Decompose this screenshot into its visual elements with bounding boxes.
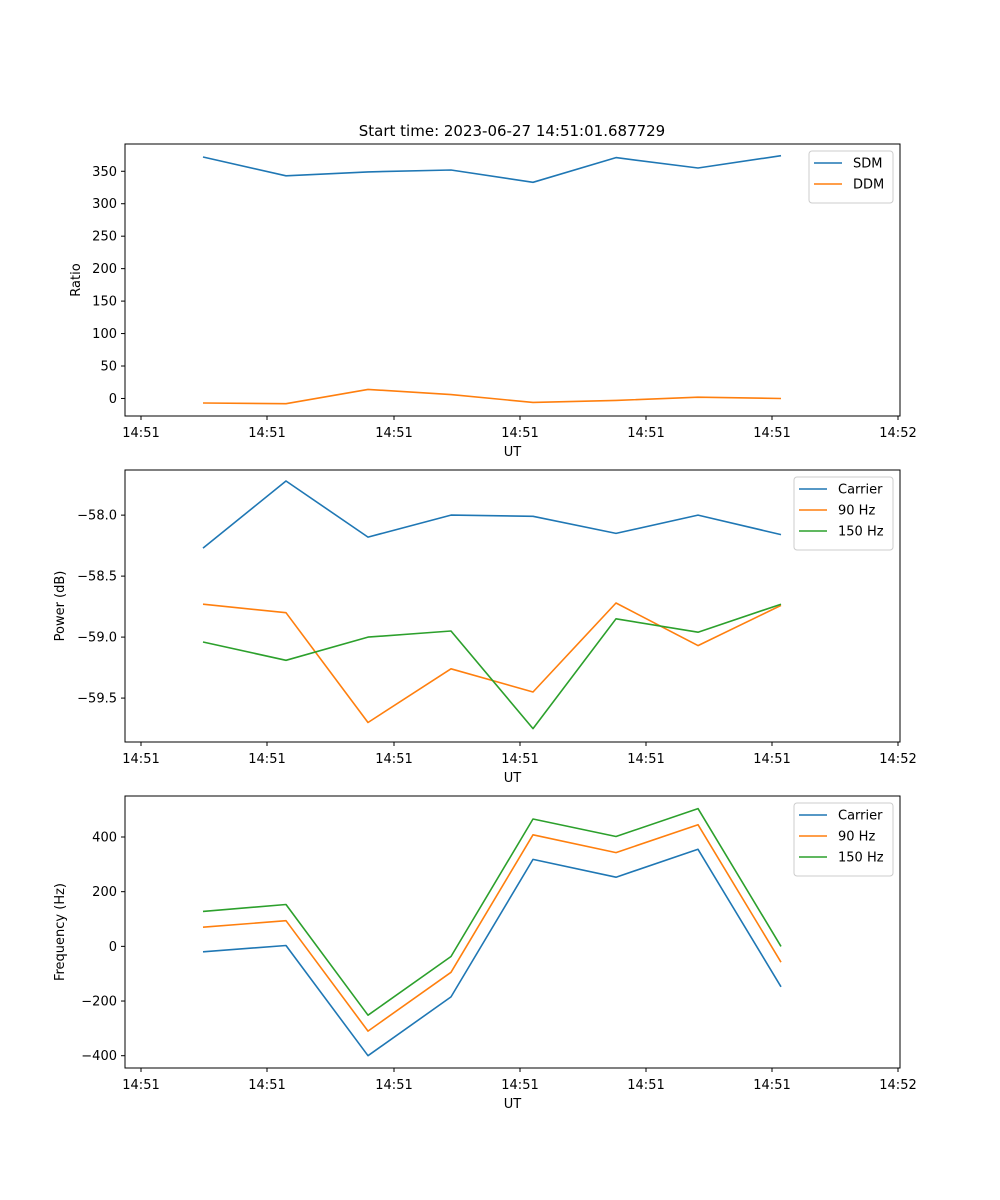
y-axis-label: Frequency (Hz) [53, 883, 68, 981]
series-line-150-hz [202, 603, 782, 730]
x-tick-label: 14:51 [375, 1078, 412, 1093]
series-line-carrier [202, 480, 782, 549]
legend-label: Carrier [838, 809, 883, 824]
y-tick-label: −58.0 [77, 509, 117, 524]
x-tick-label: 14:51 [501, 1078, 538, 1093]
y-tick-label: 300 [92, 197, 117, 212]
x-tick-label: 14:51 [753, 752, 790, 767]
x-tick-label: 14:51 [501, 752, 538, 767]
y-tick-label: −58.5 [77, 570, 117, 585]
y-tick-label: 350 [92, 165, 117, 180]
plot-frame [124, 143, 901, 417]
y-tick-label: 200 [92, 885, 117, 900]
x-axis-label: UT [504, 445, 522, 460]
x-tick-label: 14:51 [122, 1078, 159, 1093]
y-tick-label: 100 [92, 327, 117, 342]
x-tick-label: 14:52 [879, 426, 916, 441]
chart-panel-2: 14:51 14:51 14:51 14:51 14:51 14:51 14:52 −58.0… [53, 469, 917, 786]
x-axis-label: UT [504, 1097, 522, 1112]
x-tick-label: 14:51 [501, 426, 538, 441]
x-tick-label: 14:51 [627, 426, 664, 441]
y-tick-label: 0 [109, 940, 117, 955]
x-tick-label: 14:51 [248, 1078, 285, 1093]
legend-label: SDM [853, 157, 882, 172]
x-axis-label: UT [504, 771, 522, 786]
y-tick-label: −59.0 [77, 631, 117, 646]
y-axis-label: Power (dB) [53, 571, 68, 642]
series-line-carrier [202, 848, 782, 1057]
plot-frame [124, 795, 901, 1069]
y-tick-label: −200 [81, 995, 117, 1010]
x-tick-label: 14:52 [879, 752, 916, 767]
figure-title: Start time: 2023-06-27 14:51:01.687729 [359, 122, 665, 140]
x-tick-label: 14:52 [879, 1078, 916, 1093]
series-line-150-hz [202, 807, 782, 1017]
legend-label: 150 Hz [838, 851, 884, 866]
legend-label: 90 Hz [838, 504, 875, 519]
x-tick-label: 14:51 [753, 426, 790, 441]
legend-label: 150 Hz [838, 525, 884, 540]
plot-frame [124, 469, 901, 743]
legend: Carrier 90 Hz 150 Hz [793, 802, 894, 877]
y-axis-label: Ratio [69, 263, 84, 296]
chart-panel-1: 14:51 14:51 14:51 14:51 14:51 14:51 14:52 0 50 10… [69, 143, 917, 460]
series-line-ddm [202, 388, 782, 405]
x-tick-label: 14:51 [375, 752, 412, 767]
series-line-sdm [202, 154, 782, 184]
x-tick-label: 14:51 [627, 752, 664, 767]
x-tick-label: 14:51 [248, 426, 285, 441]
x-tick-label: 14:51 [248, 752, 285, 767]
series-line-90-hz [202, 602, 782, 724]
legend-label: DDM [853, 178, 884, 193]
y-tick-label: 50 [100, 360, 117, 375]
legend-label: Carrier [838, 483, 883, 498]
legend: Carrier 90 Hz 150 Hz [793, 476, 894, 551]
series-line-90-hz [202, 823, 782, 1032]
legend: SDM DDM [808, 150, 894, 204]
chart-panel-3: 14:51 14:51 14:51 14:51 14:51 14:51 14:52 −400 −… [53, 795, 917, 1112]
x-tick-label: 14:51 [122, 752, 159, 767]
y-tick-label: 0 [109, 392, 117, 407]
y-tick-label: −59.5 [77, 692, 117, 707]
y-tick-label: −400 [81, 1049, 117, 1064]
x-tick-label: 14:51 [122, 426, 159, 441]
x-tick-label: 14:51 [627, 1078, 664, 1093]
y-tick-label: 250 [92, 230, 117, 245]
y-tick-label: 150 [92, 295, 117, 310]
legend-label: 90 Hz [838, 830, 875, 845]
y-tick-label: 400 [92, 831, 117, 846]
x-tick-label: 14:51 [753, 1078, 790, 1093]
y-tick-label: 200 [92, 262, 117, 277]
x-tick-label: 14:51 [375, 426, 412, 441]
legend-box [808, 150, 894, 204]
